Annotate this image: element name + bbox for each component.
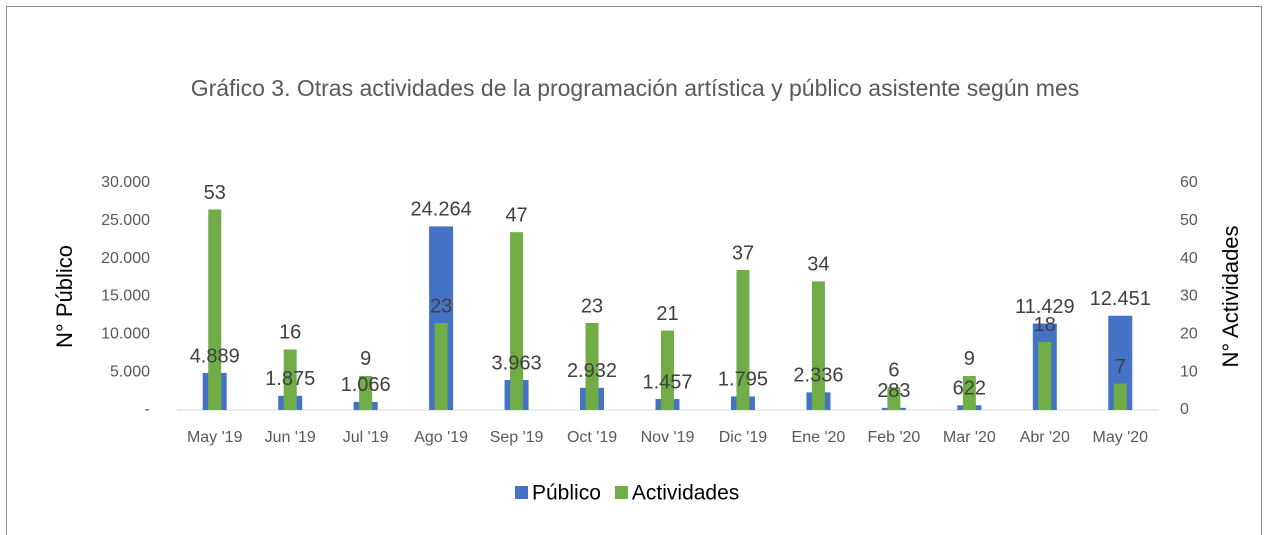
bar	[359, 375, 373, 410]
x-tick-label: Jun '19	[265, 429, 316, 446]
x-tick-label: Dic '19	[719, 429, 768, 446]
y-tick-label: 30.000	[101, 174, 150, 191]
y2-tick-label: 30	[1180, 288, 1198, 305]
data-label: 24.264	[411, 199, 472, 221]
y2-axis-title: N° Actividades	[1218, 225, 1243, 367]
legend-label: Público	[532, 482, 601, 505]
y2-tick-label: 60	[1180, 174, 1198, 191]
data-label: 16	[279, 322, 301, 344]
data-label: 1.875	[265, 368, 315, 390]
data-label: 34	[807, 254, 829, 276]
data-label: 37	[732, 242, 754, 264]
bar	[962, 375, 976, 410]
bar	[661, 330, 674, 410]
data-label: 1.457	[642, 371, 692, 393]
bar	[1113, 383, 1127, 410]
data-label: 53	[204, 182, 226, 204]
x-tick-label: Feb '20	[867, 429, 920, 446]
data-label: 47	[505, 204, 527, 226]
y-tick-label: 25.000	[101, 212, 150, 229]
data-label: 9	[964, 348, 975, 370]
legend-swatch	[515, 486, 528, 499]
data-label: 4.889	[190, 345, 240, 367]
y2-tick-label: 40	[1180, 250, 1198, 267]
bar	[208, 209, 222, 410]
bar	[510, 232, 524, 410]
data-label: 2.336	[793, 365, 843, 387]
y-tick-label: 15.000	[101, 288, 150, 305]
legend-swatch	[614, 486, 628, 499]
bar	[1038, 341, 1052, 410]
data-label: 9	[360, 348, 371, 370]
y-axis-title: N° Público	[52, 245, 77, 348]
x-tick-label: May '20	[1093, 429, 1149, 446]
x-tick-label: Nov '19	[641, 429, 695, 446]
y2-tick-label: 50	[1180, 212, 1198, 229]
y2-tick-label: 20	[1180, 326, 1198, 343]
data-label: 11.429	[1015, 296, 1075, 318]
x-tick-label: Abr '20	[1020, 429, 1070, 446]
bar	[283, 349, 297, 410]
data-label: 7	[1115, 356, 1126, 378]
x-tick-label: Oct '19	[567, 429, 617, 446]
bar	[736, 270, 750, 410]
y-tick-label: 10.000	[101, 326, 150, 343]
chart-frame	[6, 6, 1262, 535]
y2-tick-label: 0	[1180, 401, 1189, 418]
x-tick-label: Ene '20	[792, 429, 846, 446]
bar	[887, 387, 901, 410]
data-label: 6	[888, 360, 899, 382]
chart-title: Gráfico 3. Otras actividades de la progr…	[190, 75, 1080, 101]
y2-tick-label: 10	[1180, 363, 1198, 380]
data-label: 12.451	[1090, 288, 1151, 310]
data-label: 2.932	[567, 360, 617, 382]
data-label: 21	[656, 303, 678, 325]
bar	[434, 322, 448, 410]
data-label: 1.066	[341, 374, 391, 396]
data-label: 1.795	[718, 369, 768, 391]
bar	[585, 322, 599, 410]
x-tick-label: Sep '19	[490, 429, 544, 446]
data-label: 23	[430, 295, 452, 317]
x-tick-label: Mar '20	[943, 429, 996, 446]
bar	[811, 281, 825, 410]
x-tick-label: Ago '19	[414, 429, 468, 446]
legend-label: Actividades	[632, 482, 739, 505]
x-tick-label: May '19	[187, 429, 243, 446]
x-tick-label: Jul '19	[343, 429, 389, 446]
y-tick-label: 20.000	[101, 250, 150, 267]
data-label: 283	[877, 380, 910, 402]
data-label: 622	[953, 378, 986, 400]
y-tick-label: 5.000	[110, 363, 150, 380]
y-tick-label: -	[145, 401, 150, 418]
data-label: 23	[581, 295, 603, 317]
data-label: 3.963	[492, 352, 542, 374]
data-label: 18	[1034, 314, 1056, 336]
